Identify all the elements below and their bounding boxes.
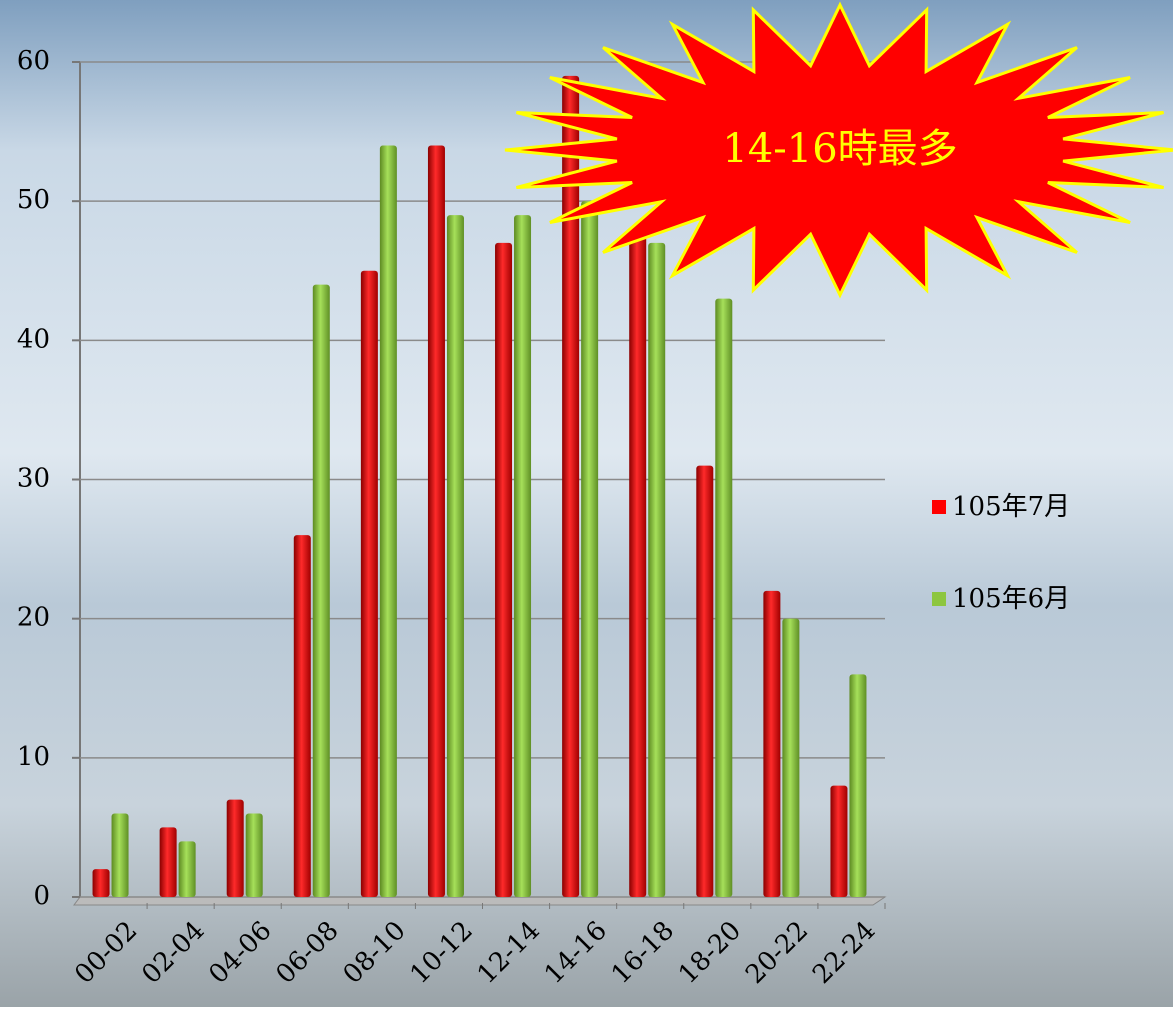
bar [111, 813, 129, 897]
bar [379, 145, 397, 897]
y-tick-label: 40 [17, 324, 50, 354]
bar [830, 785, 848, 897]
bar [427, 145, 445, 897]
bar [629, 229, 647, 897]
plot-area: 010203040506000-0202-0404-0606-0808-1010… [17, 46, 887, 990]
legend-swatch [932, 592, 946, 606]
bar [495, 242, 513, 897]
bar [92, 869, 110, 897]
bar [312, 284, 330, 898]
y-tick-label: 50 [17, 185, 50, 215]
bar [245, 813, 263, 897]
y-tick-label: 30 [17, 464, 50, 494]
bar [782, 618, 800, 897]
bar [446, 215, 464, 898]
bar [562, 75, 580, 897]
y-tick-label: 10 [17, 742, 50, 772]
bar [226, 799, 244, 897]
bar [178, 841, 196, 897]
bar [696, 465, 714, 897]
bar [581, 201, 599, 897]
floor [73, 896, 887, 906]
bar [648, 242, 666, 897]
legend-label: 105年6月 [952, 584, 1070, 614]
legend-label: 105年7月 [952, 492, 1070, 522]
bar [715, 298, 733, 897]
annotation: 14-16時最多 [722, 126, 957, 172]
legend-swatch [932, 500, 946, 514]
bar [159, 827, 177, 897]
bar [763, 590, 781, 897]
bar [849, 674, 867, 897]
starburst [504, 1, 1173, 299]
y-tick-label: 60 [17, 46, 50, 76]
bar [293, 535, 311, 897]
y-tick-label: 20 [17, 603, 50, 633]
bar [360, 270, 378, 897]
y-tick-label: 0 [33, 881, 50, 911]
bar [514, 215, 532, 898]
